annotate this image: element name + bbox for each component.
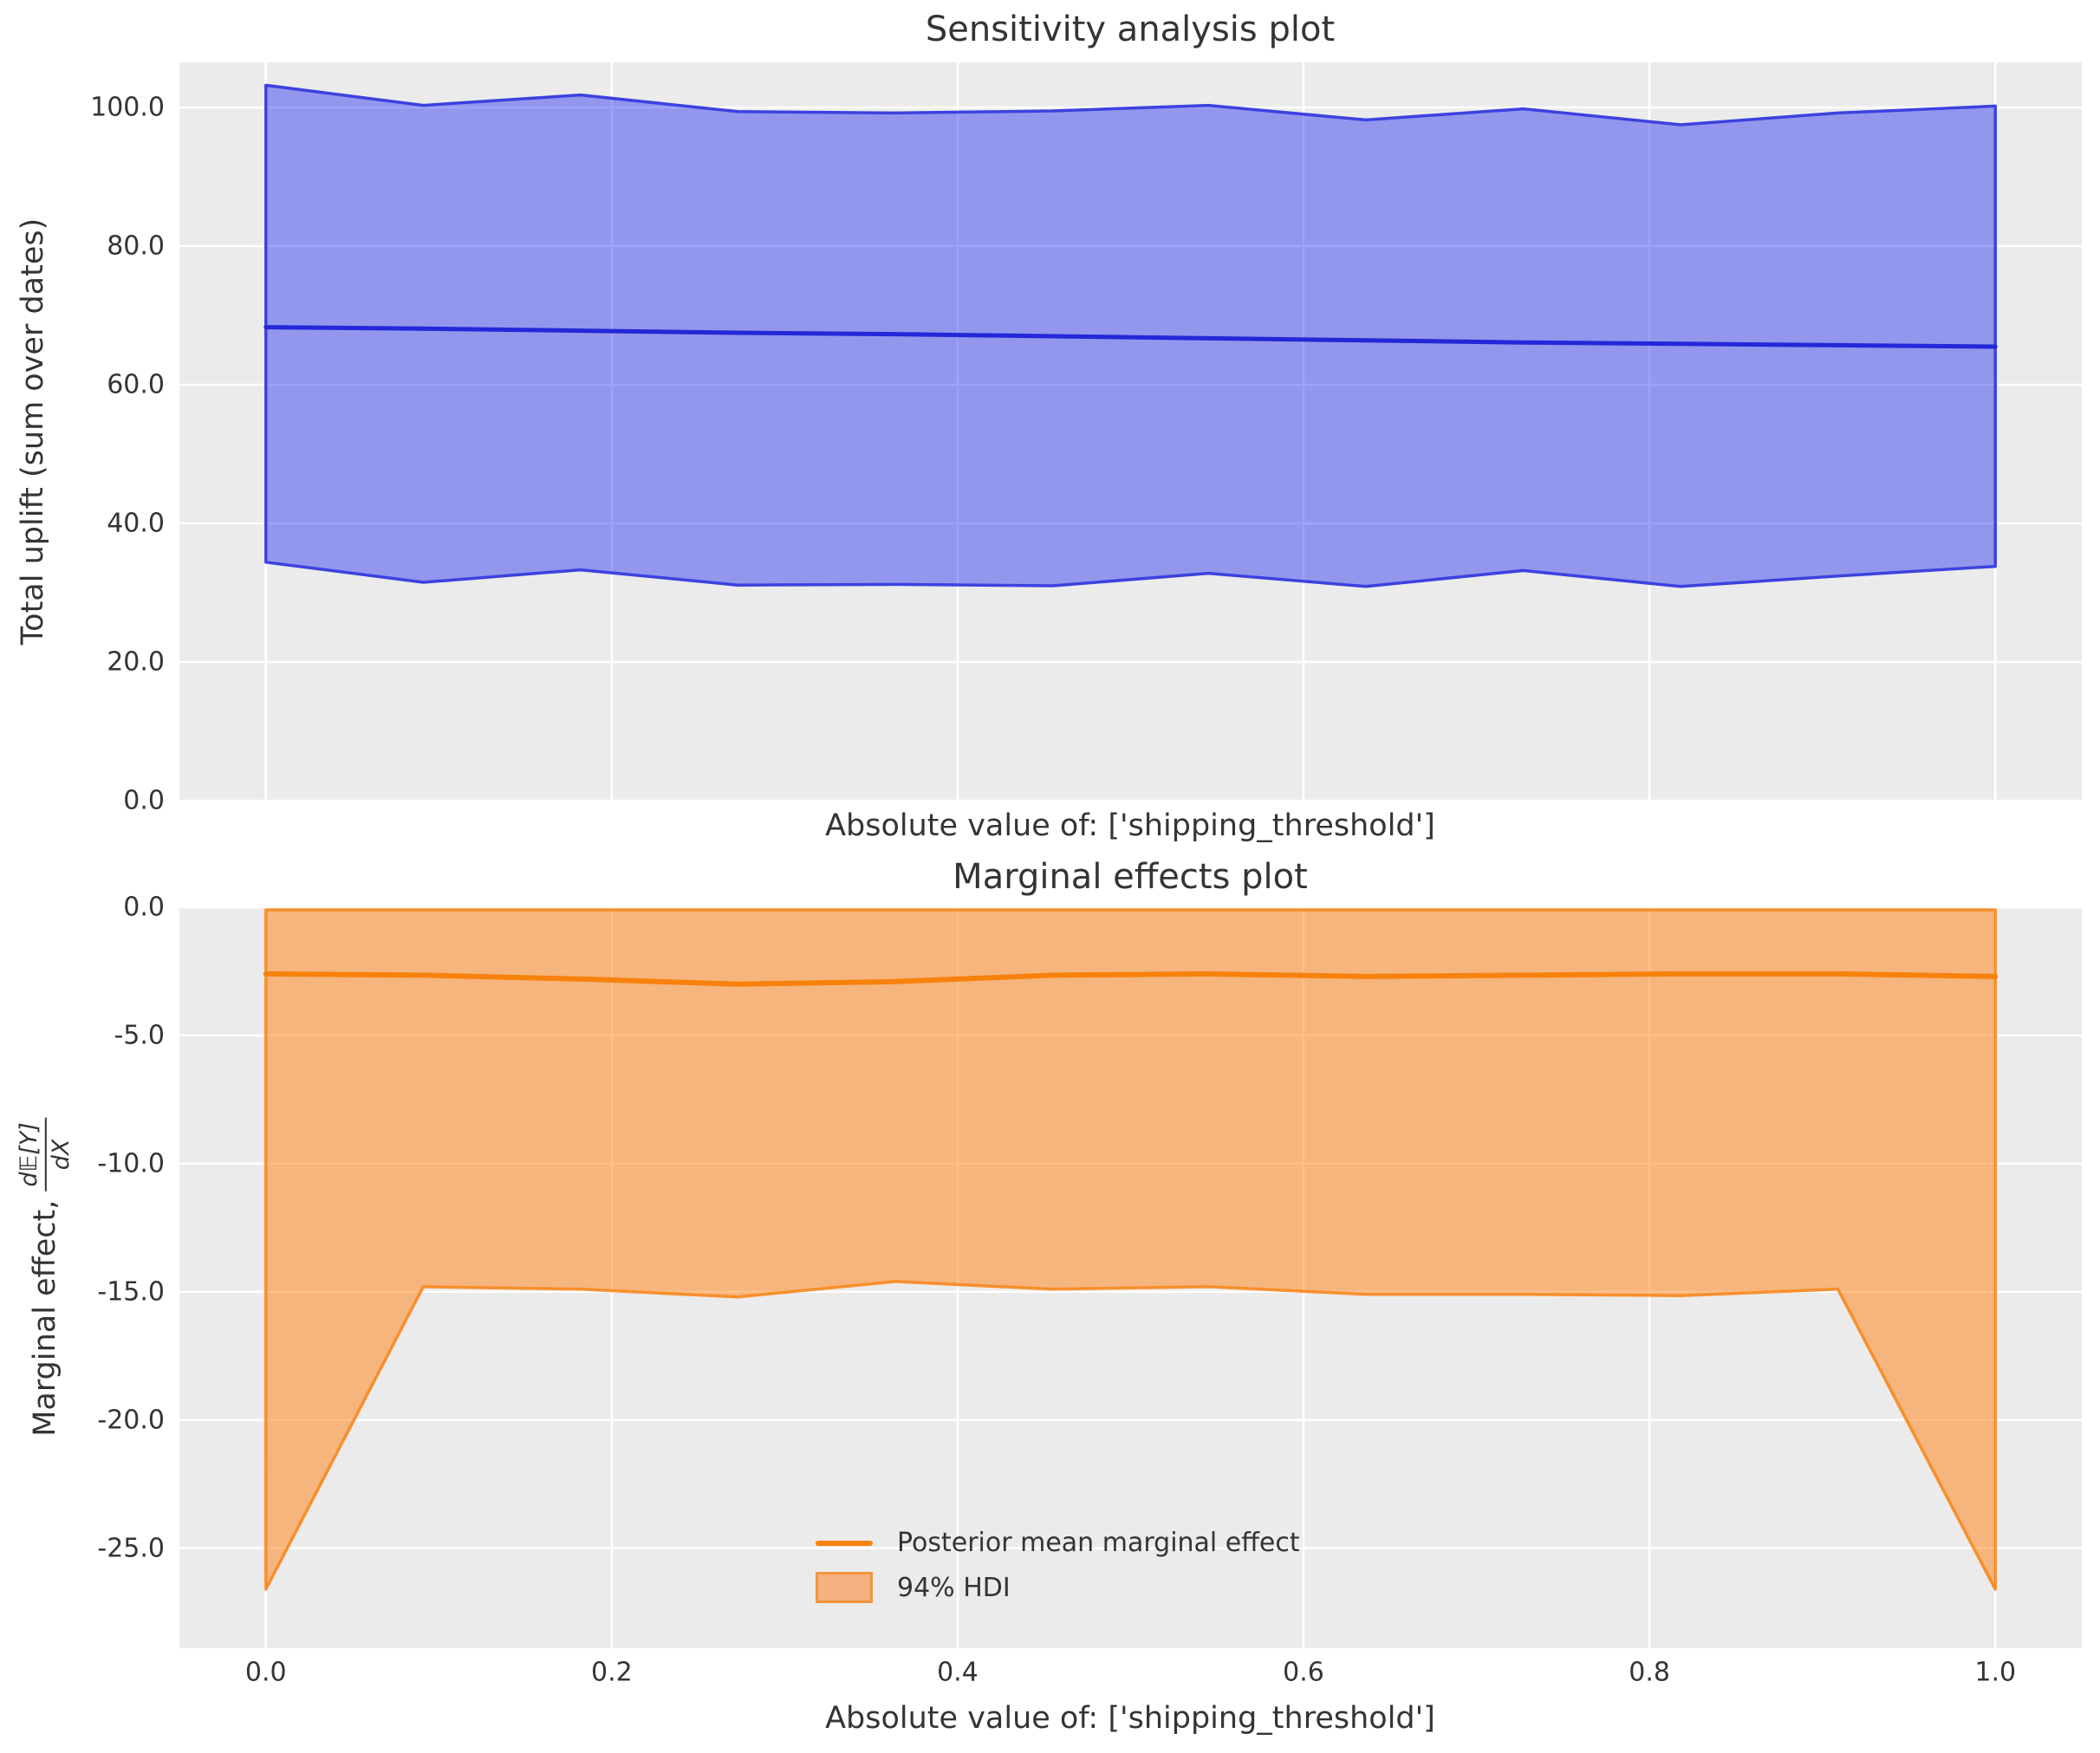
- y-tick-label: -15.0: [97, 1276, 165, 1308]
- legend-label-mean: Posterior mean marginal effect: [897, 1528, 1300, 1558]
- x-tick-label: 1.0: [1974, 1657, 2017, 1688]
- y-tick-label: -20.0: [97, 1405, 165, 1436]
- bottom-plot-ylabel: Marginal effect, d𝔼[Y] dX: [16, 1118, 75, 1437]
- mean-line: [263, 325, 1998, 349]
- x-tick-label: 0.4: [937, 1657, 978, 1688]
- hdi-band: [264, 908, 1997, 1591]
- top-plot-title: Sensitivity analysis plot: [925, 10, 1336, 49]
- hdi-patch-swatch: [816, 1572, 873, 1603]
- marginal-effect-fraction: d𝔼[Y] dX: [16, 1118, 75, 1191]
- y-tick-label: -25.0: [97, 1533, 165, 1564]
- y-tick-label: -5.0: [114, 1020, 165, 1051]
- bottom-plot-xlabel: Absolute value of: ['shipping_threshold'…: [825, 1701, 1435, 1736]
- y-tick-label: 60.0: [107, 369, 165, 400]
- y-tick-label: 0.0: [123, 892, 165, 923]
- y-tick-label: 40.0: [107, 508, 165, 539]
- x-tick-label: 0.8: [1629, 1657, 1670, 1688]
- x-tick-label: 0.6: [1283, 1657, 1324, 1688]
- x-tick-label: 0.0: [244, 1657, 287, 1688]
- y-tick-label: 0.0: [123, 785, 165, 816]
- bottom-plot-title: Marginal effects plot: [952, 857, 1308, 897]
- fraction-denominator: dX: [47, 1139, 75, 1171]
- legend-label-hdi: 94% HDI: [897, 1572, 1011, 1603]
- legend: Posterior mean marginal effect 94% HDI: [816, 1528, 1300, 1603]
- axes-background: [179, 62, 2082, 801]
- legend-row-hdi: 94% HDI: [816, 1572, 1300, 1603]
- legend-row-mean: Posterior mean marginal effect: [816, 1528, 1300, 1558]
- fraction-numerator: d𝔼[Y]: [16, 1118, 47, 1191]
- top-plot-ylabel: Total uplift (sum over dates): [16, 218, 50, 646]
- top-plot-axes: [179, 62, 2082, 801]
- y-tick-label: -10.0: [97, 1148, 165, 1179]
- bottom-plot-axes: [179, 907, 2082, 1648]
- top-plot-xlabel: Absolute value of: ['shipping_threshold'…: [825, 808, 1435, 843]
- bottom-plot-ylabel-text: Marginal effect,: [28, 1199, 62, 1437]
- mean-line-swatch: [816, 1540, 873, 1546]
- y-tick-label: 20.0: [107, 646, 165, 678]
- x-tick-label: 0.2: [591, 1657, 633, 1688]
- y-tick-label: 80.0: [107, 230, 165, 262]
- mean-line: [263, 971, 1999, 987]
- y-tick-label: 100.0: [90, 92, 165, 123]
